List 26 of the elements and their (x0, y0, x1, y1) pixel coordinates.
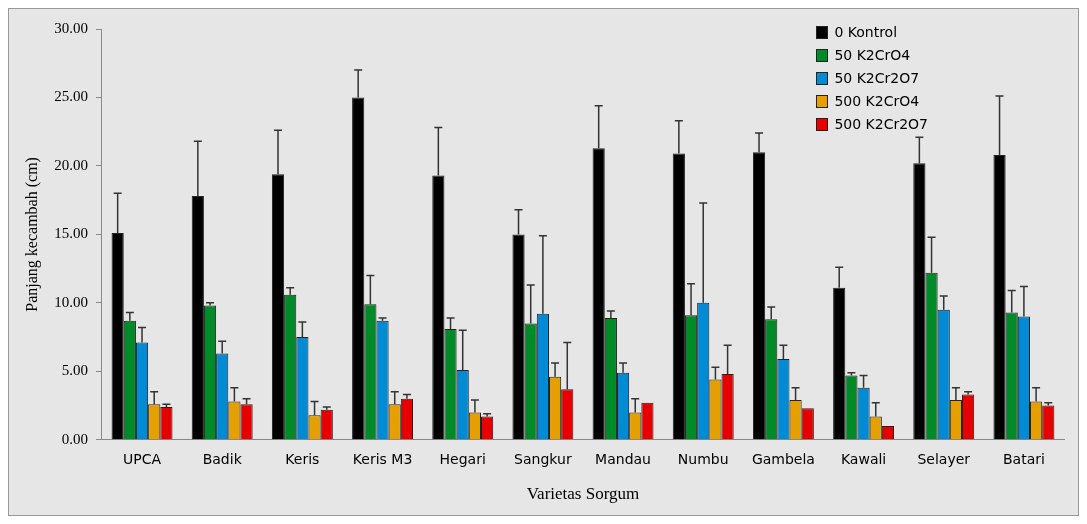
y-tick-label: 15.00 (54, 225, 88, 242)
y-tick-label: 30.00 (54, 19, 88, 36)
x-tick-label: Selayer (917, 450, 971, 467)
x-tick-label: Keris M3 (352, 450, 413, 467)
x-tick-label: UPCA (123, 450, 162, 467)
y-axis-title: Panjang kecambah (cm) (22, 157, 41, 312)
legend-label: 500 K2CrO4 (834, 92, 920, 111)
x-axis-title: Varietas Sorgum (526, 484, 640, 504)
y-tick-label: 25.00 (54, 88, 88, 105)
y-tick-label: 10.00 (54, 293, 88, 310)
x-tick-label: Batari (1002, 450, 1045, 467)
legend-label: 50 K2Cr2O7 (834, 69, 920, 88)
legend-label: 50 K2CrO4 (834, 46, 911, 65)
x-tick-label: Sangkur (514, 450, 572, 467)
x-tick-label: Mandau (595, 450, 651, 467)
y-tick-label: 20.00 (54, 156, 88, 173)
legend-label: 0 Kontrol (834, 23, 898, 42)
y-tick-label: 5.00 (61, 362, 88, 379)
legend-label: 500 K2Cr2O7 (834, 115, 928, 134)
x-tick-label: Gambela (751, 450, 815, 467)
x-tick-label: Keris (285, 450, 320, 467)
x-tick-label: Badik (202, 450, 243, 467)
x-tick-label: Kawali (840, 450, 887, 467)
y-tick-label: 0.00 (61, 430, 88, 447)
x-tick-label: Hegari (439, 450, 486, 467)
x-tick-label: Numbu (677, 450, 729, 467)
